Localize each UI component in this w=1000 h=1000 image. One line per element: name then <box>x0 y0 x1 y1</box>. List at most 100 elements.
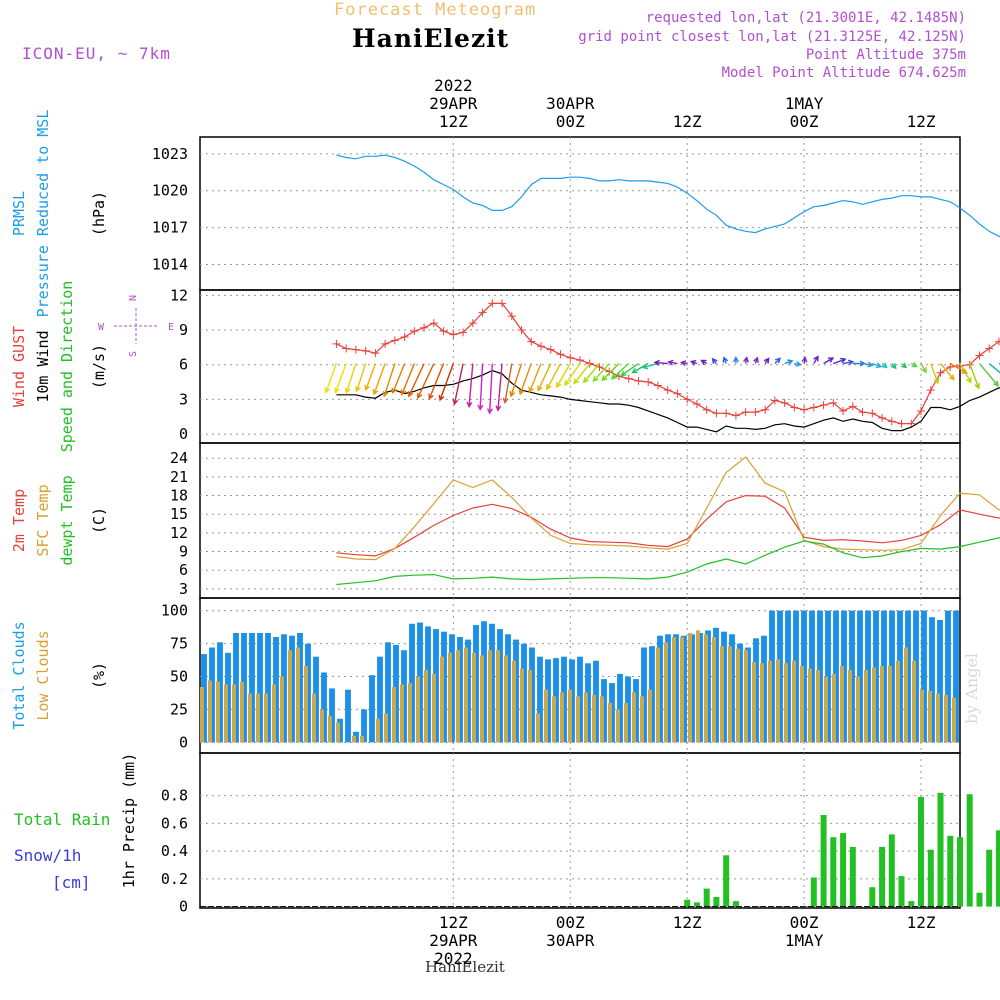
gust-marker <box>332 339 341 348</box>
low-cloud-bar <box>320 709 324 743</box>
total-cloud-bar <box>321 672 327 743</box>
low-cloud-bar <box>792 660 796 743</box>
wind-arrow-head <box>344 387 351 394</box>
wind-arrow-head <box>610 373 618 380</box>
ytick-label: 15 <box>170 505 188 523</box>
low-cloud-bar <box>472 652 476 743</box>
panel-label-clouds-0: Total Clouds <box>10 621 28 729</box>
ytick-label: 24 <box>170 449 188 467</box>
wind-direction-arrow <box>601 363 620 382</box>
gust-marker <box>566 353 575 362</box>
wind-arrow-head <box>743 356 749 363</box>
time-tick-top-label: 2022 <box>434 76 473 95</box>
panel-label-wind-0: Wind GUST <box>10 326 28 407</box>
ytick-label: 6 <box>179 561 188 579</box>
gust-marker <box>420 323 429 332</box>
unit-label-clouds: (%) <box>90 662 108 689</box>
wind-arrow-shaft <box>497 363 503 411</box>
wind-arrow-head <box>466 401 473 409</box>
gust-marker <box>819 401 828 410</box>
wind-direction-arrow <box>862 361 874 368</box>
time-tick-top-label: 1MAY <box>785 94 824 113</box>
low-cloud-bar <box>592 694 596 743</box>
low-cloud-bar <box>720 646 724 743</box>
unit-label-wind: (m/s) <box>90 344 108 389</box>
wind-arrow-shaft <box>959 363 972 383</box>
low-cloud-bar <box>600 696 604 743</box>
wind-direction-arrow <box>573 363 591 385</box>
wind-direction-arrow <box>700 359 708 366</box>
wind-arrow-shaft <box>345 363 357 393</box>
wind-arrow-head <box>933 377 940 385</box>
gust-marker <box>800 405 809 414</box>
wind-arrow-head <box>711 357 718 364</box>
gust-marker <box>985 344 994 353</box>
low-cloud-bar <box>944 694 948 743</box>
wind-direction-arrow <box>407 363 425 398</box>
unit-label-temperature: (C) <box>90 507 108 534</box>
gust-marker <box>848 402 857 411</box>
wind-arrow-shaft <box>356 363 367 392</box>
wind-direction-arrow <box>901 362 908 369</box>
wind-arrow-shaft <box>335 363 347 393</box>
wind-arrow-head <box>391 387 398 395</box>
wind-direction-arrow <box>324 363 338 394</box>
wind-arrow-head <box>813 355 819 362</box>
gust-marker <box>751 408 760 417</box>
low-cloud-bar <box>208 680 212 743</box>
wind-arrow-head <box>592 375 599 382</box>
total-cloud-bar <box>857 610 863 743</box>
wind-arrow-shaft <box>365 363 377 390</box>
wind-direction-arrow <box>546 363 562 391</box>
wind-direction-arrow <box>801 356 808 364</box>
gust-marker <box>770 396 779 405</box>
rain-bar <box>684 899 691 907</box>
ytick-label: 0.6 <box>161 814 188 832</box>
ytick-label: 12 <box>170 524 188 542</box>
ytick-label: 6 <box>179 356 188 374</box>
low-cloud-bar <box>288 650 292 743</box>
low-cloud-bar <box>656 647 660 743</box>
low-cloud-bar <box>568 689 572 743</box>
wind-arrow-shaft <box>655 361 668 365</box>
low-cloud-bar <box>616 709 620 743</box>
wind-arrow-shaft <box>920 363 927 373</box>
low-cloud-bar <box>464 647 468 743</box>
wind-arrow-head <box>667 359 674 366</box>
series-line-2m-temp <box>336 494 1000 557</box>
gust-marker <box>361 346 370 355</box>
rain-bar <box>966 794 973 907</box>
wind-direction-arrow <box>537 363 552 392</box>
wind-direction-arrow <box>620 362 639 377</box>
rain-bar <box>840 833 847 907</box>
wind-arrow-head <box>795 360 803 367</box>
wind-direction-arrow <box>732 356 739 364</box>
gust-marker <box>614 372 623 381</box>
low-cloud-bar <box>928 691 932 743</box>
time-tick-bottom-label: 30APR <box>546 931 595 950</box>
total-cloud-bar <box>257 633 263 743</box>
rain-bar <box>957 837 963 907</box>
time-tick-bottom-label: 00Z <box>556 913 585 932</box>
wind-arrow-head <box>961 368 968 374</box>
wind-arrow-shaft <box>408 363 425 397</box>
wind-arrow-head <box>689 360 697 366</box>
ytick-label: 3 <box>179 390 188 408</box>
ytick-label: 0.2 <box>161 870 188 888</box>
ytick-label: 50 <box>170 668 188 686</box>
wind-arrow-head <box>867 361 874 368</box>
wind-arrow-head <box>974 383 981 390</box>
panel-frame-temperature <box>199 442 961 599</box>
wind-direction-arrow <box>784 359 794 365</box>
low-cloud-bar <box>240 681 244 743</box>
wind-arrow-head <box>372 388 379 396</box>
low-cloud-bar <box>576 696 580 743</box>
low-cloud-bar <box>824 676 828 743</box>
low-cloud-bar <box>744 650 748 743</box>
gust-marker <box>449 330 458 339</box>
low-cloud-bar <box>664 642 668 743</box>
time-tick-bottom-label: 1MAY <box>785 931 824 950</box>
wind-arrow-shaft <box>930 363 939 384</box>
panel-label-precip-2: [cm] <box>52 873 91 892</box>
wind-arrow-shaft <box>546 363 562 390</box>
